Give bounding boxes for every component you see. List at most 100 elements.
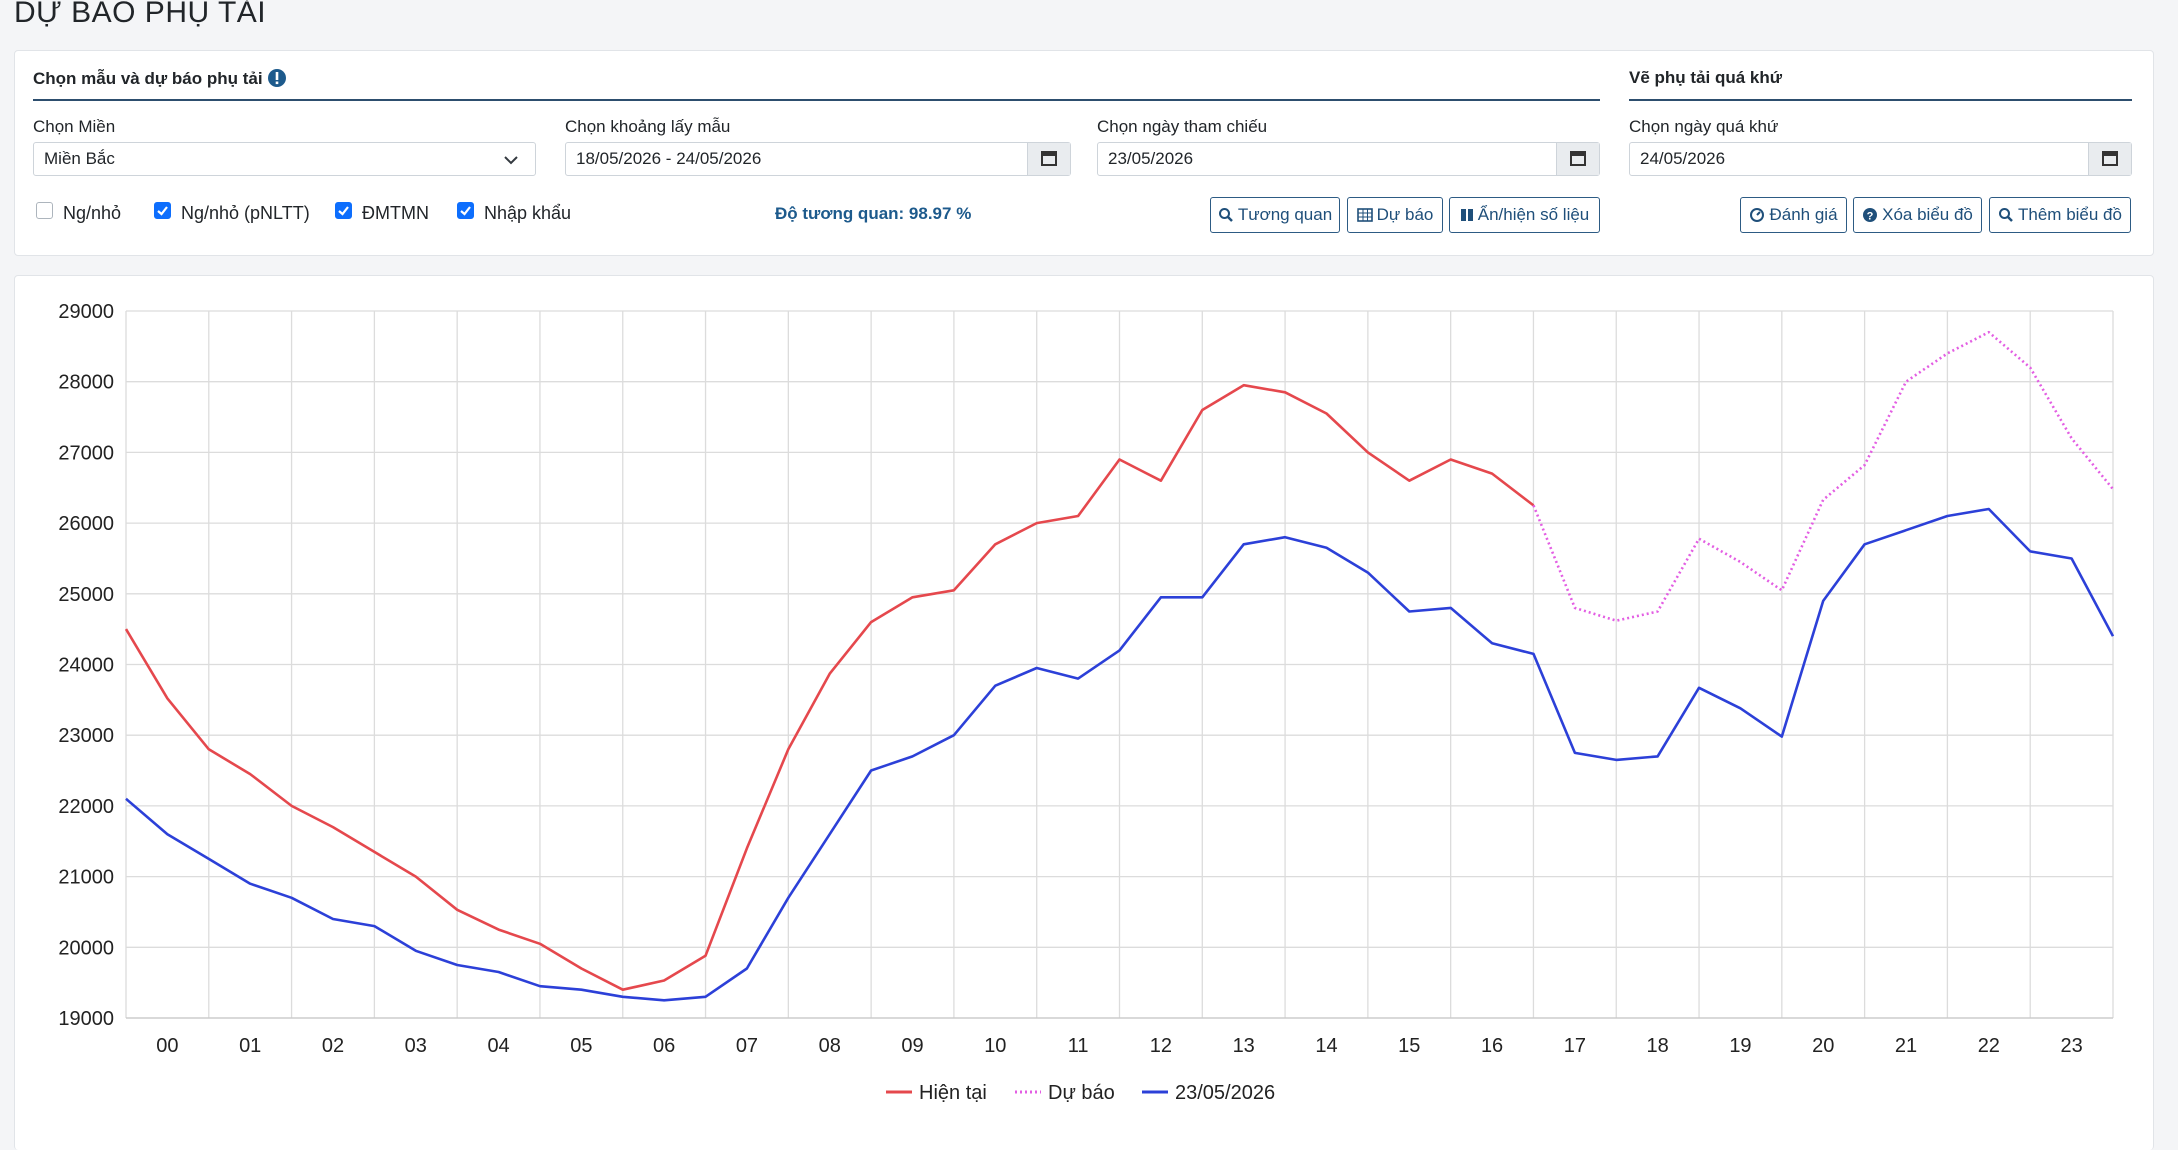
button-label: Xóa biểu đồ [1882,205,1973,224]
search-icon [1999,208,2013,222]
check-mark [338,206,349,216]
section-title-text: Chọn mẫu và dự báo phụ tải [33,69,263,88]
button[interactable]: Ẩn/hiện số liệu [1449,197,1600,233]
y-tick-label: 24000 [58,655,114,677]
series-line [1532,330,2115,622]
field-value: 23/05/2026 [1108,149,1194,168]
check-mark [460,206,471,216]
x-tick-label: 17 [1564,1035,1586,1057]
button-label: Dự báo [1376,205,1434,224]
button-label: Tương quan [1237,205,1333,224]
x-tick-label: 13 [1233,1035,1255,1057]
legend-label: Hiện tại [919,1082,987,1104]
svg-text:?: ? [1867,211,1874,223]
legend-label: 23/05/2026 [1175,1082,1275,1104]
x-tick-label: 09 [901,1035,923,1057]
chart-panel [14,275,2154,1150]
info-icon[interactable] [267,68,287,88]
history-rule [1629,99,2132,101]
x-tick-label: 04 [487,1035,509,1057]
section-rule [33,99,1600,101]
calendar-icon [2102,151,2118,166]
past-date-input[interactable]: 24/05/2026 [1629,142,2132,176]
search-icon [1218,208,1233,222]
checkbox[interactable] [457,202,474,219]
legend-label: Dự báo [1048,1082,1115,1104]
columns-icon [1460,209,1473,221]
x-tick-label: 06 [653,1035,675,1057]
x-tick-label: 21 [1895,1035,1917,1057]
checkbox[interactable] [335,202,352,219]
y-tick-label: 27000 [58,442,114,464]
field-value: 24/05/2026 [1640,149,1726,168]
y-tick-label: 22000 [58,796,114,818]
x-tick-label: 08 [819,1035,841,1057]
calendar-button[interactable] [1556,143,1599,175]
question-icon: ? [1863,208,1878,223]
x-tick-label: 23 [2060,1035,2082,1057]
button-label: Đánh giá [1769,205,1838,224]
page-title: DỰ BÁO PHỤ TẢI [14,0,267,29]
button[interactable]: Dự báo [1347,197,1443,233]
x-tick-label: 12 [1150,1035,1172,1057]
checkbox-label: ĐMTMN [362,203,429,223]
calendar-icon [1041,151,1057,166]
y-tick-label: 20000 [58,937,114,959]
calendar-button[interactable] [2088,143,2131,175]
series-line [125,507,2115,1002]
button[interactable]: Tương quan [1210,197,1340,233]
button[interactable]: Đánh giá [1740,197,1847,233]
x-tick-label: 02 [322,1035,344,1057]
checkbox-label: Ng/nhỏ [63,203,122,223]
y-tick-label: 28000 [58,372,114,394]
button[interactable]: ? Xóa biểu đồ [1853,197,1982,233]
field-value: 18/05/2026 - 24/05/2026 [576,149,762,168]
checkbox[interactable] [36,202,53,219]
x-tick-label: 22 [1978,1035,2000,1057]
reference-date-input[interactable]: 23/05/2026 [1097,142,1600,176]
x-tick-label: 03 [405,1035,427,1057]
y-tick-label: 25000 [58,584,114,606]
field-label: Chọn khoảng lấy mẫu [565,117,731,136]
check-mark [157,206,168,216]
x-tick-label: 01 [239,1035,261,1057]
x-tick-label: 07 [736,1035,758,1057]
y-tick-label: 26000 [58,513,114,535]
calendar-icon [1570,151,1586,166]
calendar-button[interactable] [1027,143,1070,175]
field-value: Miền Bắc [44,149,115,168]
x-tick-label: 05 [570,1035,592,1057]
series-line [124,383,1535,991]
button[interactable]: Thêm biểu đồ [1989,197,2131,233]
y-tick-label: 21000 [58,867,114,889]
y-tick-label: 29000 [58,301,114,323]
field-label: Chọn Miền [33,117,116,136]
date-range-input[interactable]: 18/05/2026 - 24/05/2026 [565,142,1071,176]
x-tick-label: 14 [1315,1035,1337,1057]
select-caret [504,156,518,165]
x-tick-label: 18 [1647,1035,1669,1057]
checkbox-label: Nhập khẩu [484,203,572,223]
x-tick-label: 19 [1729,1035,1751,1057]
y-tick-label: 19000 [58,1008,114,1030]
x-tick-label: 11 [1068,1035,1089,1057]
field-label: Chọn ngày tham chiếu [1097,117,1268,136]
x-tick-label: 20 [1812,1035,1834,1057]
history-title: Vẽ phụ tải quá khứ [1629,68,1783,87]
x-tick-label: 00 [156,1035,178,1057]
section-title: Chọn mẫu và dự báo phụ tải [33,68,287,89]
x-tick-label: 16 [1481,1035,1503,1057]
correlation: Độ tương quan: 98.97 % [775,204,972,223]
button-label: Thêm biểu đồ [2018,205,2122,224]
table-icon [1356,208,1373,222]
x-tick-label: 10 [984,1035,1006,1057]
button-label: Ẩn/hiện số liệu [1477,205,1590,224]
checkbox-label: Ng/nhỏ (pNLTT) [181,203,310,223]
region-select[interactable]: Miền Bắc [33,142,536,176]
x-tick-label: 15 [1398,1035,1420,1057]
checkbox[interactable] [154,202,171,219]
gauge-icon [1750,208,1765,222]
field-label: Chọn ngày quá khứ [1629,117,1779,136]
